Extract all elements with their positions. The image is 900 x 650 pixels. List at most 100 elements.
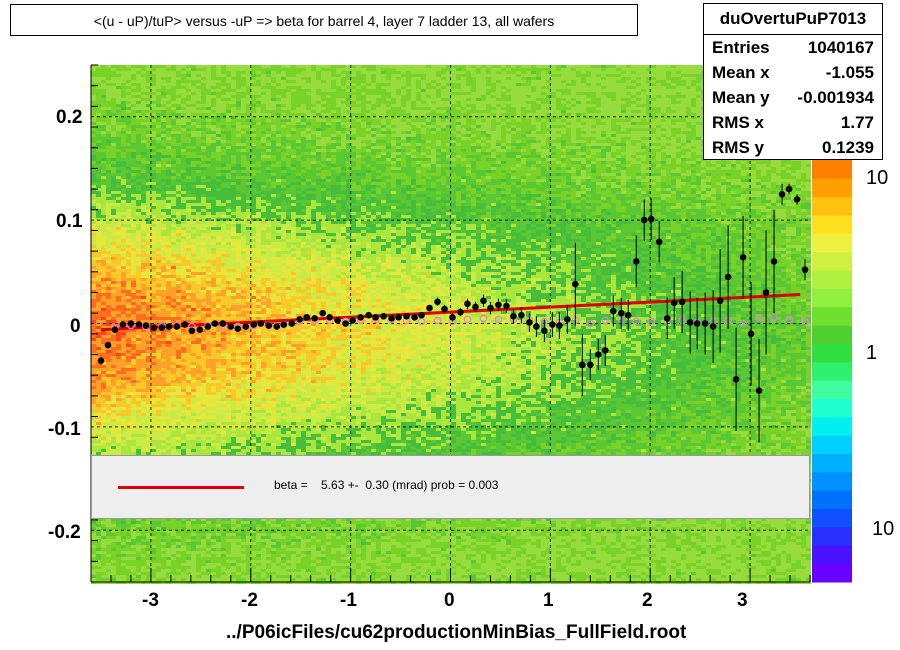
heatmap-cell [341, 143, 346, 146]
heatmap-cell [161, 83, 166, 86]
heatmap-cell [311, 134, 316, 137]
heatmap-cell [596, 140, 601, 143]
heatmap-cell [376, 65, 381, 68]
heatmap-cell [316, 149, 321, 152]
heatmap-cell [416, 83, 421, 86]
heatmap-cell [241, 101, 246, 104]
heatmap-cell [526, 149, 531, 152]
heatmap-cell [101, 89, 106, 92]
heatmap-cell [686, 140, 691, 143]
heatmap-cell [631, 140, 636, 143]
heatmap-cell [371, 65, 376, 68]
heatmap-cell [611, 107, 616, 110]
heatmap-cell [231, 107, 236, 110]
heatmap-cell [431, 65, 436, 68]
heatmap-cell [571, 113, 576, 116]
heatmap-cell [316, 155, 321, 158]
heatmap-cell [521, 161, 526, 164]
heatmap-cell [441, 131, 446, 134]
heatmap-cell [161, 137, 166, 140]
heatmap-cell [131, 131, 136, 134]
heatmap-cell [321, 152, 326, 155]
heatmap-cell [106, 107, 111, 110]
heatmap-cell [106, 101, 111, 104]
heatmap-cell [656, 65, 661, 68]
heatmap-cell [481, 92, 486, 95]
heatmap-cell [201, 134, 206, 137]
heatmap-cell [596, 161, 601, 164]
heatmap-cell [436, 83, 441, 86]
heatmap-cell [536, 89, 541, 92]
heatmap-cell [481, 152, 486, 155]
heatmap-cell [196, 68, 201, 71]
heatmap-cell [531, 95, 536, 98]
heatmap-cell [211, 89, 216, 92]
heatmap-cell [556, 71, 561, 74]
heatmap-cell [411, 65, 416, 68]
heatmap-cell [576, 107, 581, 110]
heatmap-cell [156, 137, 161, 140]
heatmap-cell [406, 98, 411, 101]
heatmap-cell [466, 68, 471, 71]
heatmap-cell [611, 143, 616, 146]
heatmap-cell [226, 131, 231, 134]
heatmap-cell [181, 83, 186, 86]
heatmap-cell [396, 140, 401, 143]
heatmap-cell [106, 125, 111, 128]
heatmap-cell [281, 128, 286, 131]
heatmap-cell [351, 152, 356, 155]
heatmap-cell [336, 68, 341, 71]
heatmap-cell [246, 95, 251, 98]
heatmap-cell [326, 137, 331, 140]
heatmap-cell [261, 119, 266, 122]
heatmap-cell [226, 140, 231, 143]
heatmap-cell [636, 110, 641, 113]
heatmap-cell [156, 77, 161, 80]
heatmap-cell [541, 155, 546, 158]
heatmap-cell [311, 128, 316, 131]
heatmap-cell [596, 149, 601, 152]
heatmap-cell [396, 152, 401, 155]
heatmap-cell [371, 119, 376, 122]
heatmap-cell [221, 95, 226, 98]
heatmap-cell [641, 161, 646, 164]
heatmap-cell [471, 155, 476, 158]
heatmap-cell [436, 164, 441, 167]
heatmap-cell [411, 107, 416, 110]
heatmap-cell [346, 110, 351, 113]
heatmap-cell [391, 158, 396, 161]
heatmap-cell [376, 95, 381, 98]
heatmap-cell [221, 158, 226, 161]
heatmap-cell [551, 110, 556, 113]
heatmap-cell [516, 140, 521, 143]
heatmap-cell [291, 146, 296, 149]
heatmap-cell [501, 140, 506, 143]
heatmap-cell [226, 68, 231, 71]
heatmap-cell [286, 128, 291, 131]
heatmap-cell [581, 164, 586, 167]
heatmap-cell [186, 95, 191, 98]
heatmap-cell [96, 161, 101, 164]
heatmap-cell [241, 77, 246, 80]
heatmap-cell [506, 119, 511, 122]
heatmap-cell [236, 155, 241, 158]
heatmap-cell [411, 161, 416, 164]
heatmap-cell [221, 122, 226, 125]
heatmap-cell [461, 86, 466, 89]
heatmap-cell [166, 83, 171, 86]
heatmap-cell [391, 122, 396, 125]
heatmap-cell [421, 68, 426, 71]
heatmap-cell [486, 74, 491, 77]
heatmap-cell [376, 137, 381, 140]
heatmap-cell [696, 92, 701, 95]
heatmap-cell [531, 155, 536, 158]
heatmap-cell [686, 80, 691, 83]
heatmap-cell [371, 74, 376, 77]
heatmap-cell [641, 65, 646, 68]
heatmap-cell [226, 149, 231, 152]
heatmap-cell [246, 122, 251, 125]
heatmap-cell [146, 68, 151, 71]
heatmap-cell [601, 119, 606, 122]
heatmap-cell [286, 83, 291, 86]
heatmap-cell [281, 161, 286, 164]
